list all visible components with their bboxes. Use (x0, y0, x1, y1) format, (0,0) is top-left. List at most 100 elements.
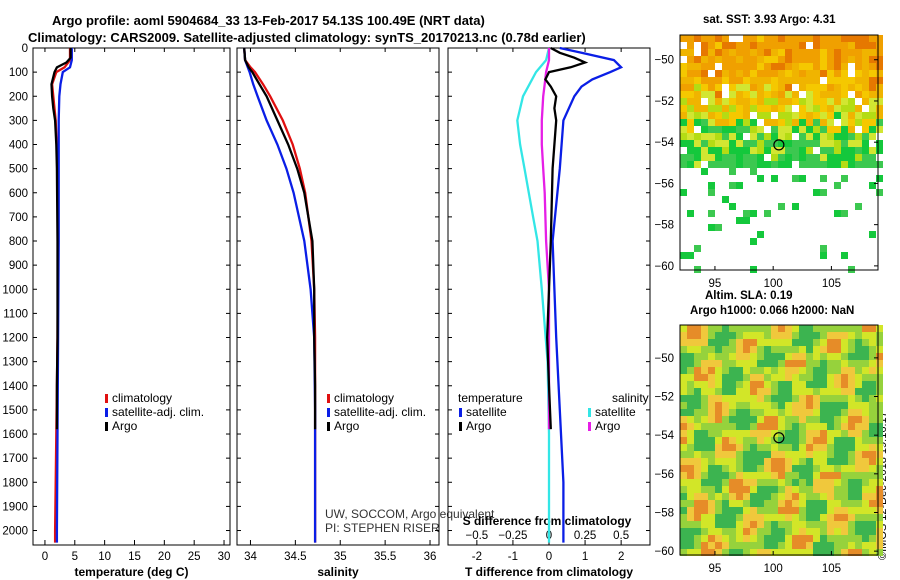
map-cell (764, 542, 771, 549)
argo-location-marker (773, 139, 785, 151)
map-cell (764, 444, 771, 451)
y-tick-label: 300 (9, 115, 28, 127)
map-cell (855, 105, 862, 112)
map-cell (694, 430, 701, 437)
map-cell (778, 409, 785, 416)
map-cell (869, 98, 876, 105)
map-cell (869, 514, 876, 521)
map-cell (694, 416, 701, 423)
sla-map-title: Altim. SLA: 0.19 (705, 290, 793, 302)
map-cell (750, 133, 757, 140)
map-cell (820, 507, 827, 514)
map-cell (687, 353, 694, 360)
map-y-tick-label: −50 (654, 353, 674, 365)
map-cell (771, 416, 778, 423)
map-cell (764, 458, 771, 465)
map-cell (848, 77, 855, 84)
map-cell (876, 514, 883, 521)
map-cell (771, 507, 778, 514)
map-cell (855, 56, 862, 63)
map-cell (701, 430, 708, 437)
map-cell (827, 77, 834, 84)
map-cell (855, 416, 862, 423)
map-cell (827, 325, 834, 332)
map-cell (680, 458, 687, 465)
map-cell (827, 535, 834, 542)
map-cell (792, 126, 799, 133)
map-cell (715, 465, 722, 472)
map-cell (750, 493, 757, 500)
map-cell (855, 91, 862, 98)
series-temperature-satellite (551, 46, 624, 543)
map-cell (680, 35, 687, 42)
map-cell (869, 42, 876, 49)
map-cell (687, 423, 694, 430)
map-cell (729, 112, 736, 119)
x-tick-label: 20 (158, 551, 171, 563)
map-cell (799, 154, 806, 161)
map-cell (680, 416, 687, 423)
map-cell (680, 535, 687, 542)
map-cell (764, 70, 771, 77)
map-cell (736, 360, 743, 367)
series-salinity-satellite (516, 47, 551, 543)
map-cell (848, 353, 855, 360)
map-cell (722, 479, 729, 486)
map-cell (813, 423, 820, 430)
map-cell (813, 493, 820, 500)
map-cell (743, 528, 750, 535)
map-cell (855, 437, 862, 444)
map-cell (820, 126, 827, 133)
map-cell (680, 112, 687, 119)
map-cell (687, 542, 694, 549)
map-cell (813, 49, 820, 56)
map-cell (757, 500, 764, 507)
map-cell (771, 346, 778, 353)
map-cell (729, 325, 736, 332)
map-cell (750, 472, 757, 479)
map-cell (736, 339, 743, 346)
map-cell (757, 381, 764, 388)
map-cell (799, 35, 806, 42)
map-cell (722, 507, 729, 514)
map-cell (736, 395, 743, 402)
map-cell (778, 472, 785, 479)
map-cell (862, 479, 869, 486)
map-cell (771, 367, 778, 374)
map-cell (820, 444, 827, 451)
map-cell (750, 98, 757, 105)
map-cell (771, 528, 778, 535)
map-cell (729, 168, 736, 175)
map-cell (876, 444, 883, 451)
map-cell (799, 339, 806, 346)
map-cell (722, 126, 729, 133)
map-cell (799, 140, 806, 147)
map-cell (715, 217, 722, 224)
map-cell (792, 147, 799, 154)
map-cell (743, 395, 750, 402)
diff-legend-temp-label: Argo (466, 419, 492, 433)
map-cell (687, 339, 694, 346)
map-cell (827, 549, 834, 556)
map-y-tick-label: −50 (654, 55, 674, 67)
map-cell (687, 402, 694, 409)
map-cell (743, 388, 750, 395)
map-cell (848, 486, 855, 493)
map-cell (862, 535, 869, 542)
map-cell (694, 119, 701, 126)
map-cell (848, 402, 855, 409)
map-cell (722, 493, 729, 500)
map-cell (876, 98, 883, 105)
map-cell (785, 105, 792, 112)
map-cell (799, 49, 806, 56)
map-cell (694, 507, 701, 514)
map-cell (736, 98, 743, 105)
figure-title-line1: Argo profile: aoml 5904684_33 13-Feb-201… (52, 13, 485, 28)
map-cell (876, 430, 883, 437)
map-cell (764, 147, 771, 154)
map-cell (680, 500, 687, 507)
map-cell (778, 521, 785, 528)
map-cell (750, 500, 757, 507)
map-cell (764, 500, 771, 507)
map-cell (869, 423, 876, 430)
